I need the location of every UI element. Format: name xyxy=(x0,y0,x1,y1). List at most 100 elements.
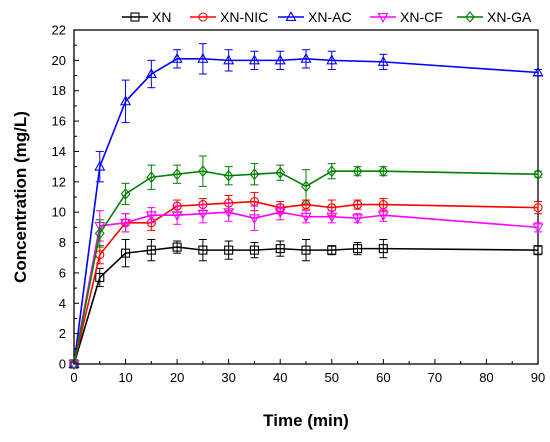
data-point-xn xyxy=(378,244,388,254)
data-point-xn-ga xyxy=(120,188,131,200)
x-tick-label: 80 xyxy=(479,370,493,385)
series-line-xn xyxy=(73,246,539,365)
x-tick-label: 0 xyxy=(70,370,77,385)
y-tick-label: 8 xyxy=(59,235,66,250)
data-point-xn-cf xyxy=(145,211,157,222)
data-point-xn-ac xyxy=(532,66,544,77)
legend-label: XN-CF xyxy=(400,9,443,25)
data-point-xn xyxy=(353,244,363,254)
data-point-xn-ga xyxy=(69,358,79,370)
data-point-xn xyxy=(249,245,259,255)
data-point-xn-ac xyxy=(68,358,80,368)
data-point-xn-ac xyxy=(223,54,235,65)
legend: XN XN-NIC XN-AC XN-CF XN-GA xyxy=(122,9,532,25)
x-tick-label: 70 xyxy=(428,370,442,385)
data-point-xn xyxy=(146,245,156,255)
series-group xyxy=(68,43,544,370)
x-tick-label: 60 xyxy=(376,370,390,385)
legend-item-xn: XN xyxy=(122,9,171,25)
legend-item-xn-cf: XN-CF xyxy=(370,9,443,25)
x-tick-label: 90 xyxy=(531,370,545,385)
data-point-xn xyxy=(172,242,182,252)
data-point-xn xyxy=(121,248,131,258)
y-tick-label: 12 xyxy=(52,174,66,189)
x-axis-title: Time (min) xyxy=(263,411,349,430)
y-tick-label: 0 xyxy=(59,357,66,372)
data-point-xn-nic xyxy=(353,200,363,210)
x-tick-label: 20 xyxy=(170,370,184,385)
data-point-xn-ac xyxy=(197,52,209,63)
data-point-xn-ga xyxy=(326,165,337,178)
data-point-xn-ga xyxy=(533,168,543,181)
data-point-xn-ga xyxy=(301,180,311,193)
data-point-xn-ga xyxy=(146,171,157,184)
x-tick-label: 40 xyxy=(273,370,287,385)
series-xn-ga xyxy=(69,155,543,370)
data-point-xn-ac xyxy=(326,54,338,65)
data-point-xn-cf xyxy=(300,212,312,223)
legend-label: XN-NIC xyxy=(220,9,268,25)
data-point-xn-cf xyxy=(223,208,235,219)
x-tick-label: 50 xyxy=(325,370,339,385)
data-point-xn-ac xyxy=(171,52,183,63)
legend-marker xyxy=(377,13,389,23)
data-point-xn-ga xyxy=(94,227,105,240)
data-point-xn-ac xyxy=(94,160,106,171)
data-point-xn-ac xyxy=(145,68,157,78)
data-point-xn-ga xyxy=(223,169,234,182)
y-axis-title: Concentration (mg/L) xyxy=(11,111,30,283)
x-tick-label: 10 xyxy=(118,370,132,385)
y-tick-label: 6 xyxy=(59,265,66,280)
legend-label: XN xyxy=(152,9,171,25)
series-xn xyxy=(69,239,543,369)
legend-label: XN-GA xyxy=(487,9,532,25)
data-point-xn-nic xyxy=(378,200,388,210)
data-point-xn-ac xyxy=(120,95,132,106)
series-xn-ac xyxy=(68,43,544,368)
data-point-xn-cf xyxy=(120,218,132,229)
axis-ticks: 0 10 20 30 40 50 60 70 80 90 0 2 4 6 8 10 12 14 16 18 20 22 xyxy=(52,23,546,386)
y-tick-label: 20 xyxy=(52,53,66,68)
legend-item-xn-ac: XN-AC xyxy=(278,9,352,25)
data-point-xn xyxy=(533,245,543,255)
y-tick-label: 2 xyxy=(59,326,66,341)
data-point-xn-cf xyxy=(532,223,544,234)
data-point-xn-cf xyxy=(197,209,209,220)
data-point-xn xyxy=(301,245,311,255)
data-point-xn-ac xyxy=(248,54,260,65)
legend-marker xyxy=(130,12,140,22)
data-point-xn-cf xyxy=(377,211,389,222)
legend-item-xn-ga: XN-GA xyxy=(457,9,532,25)
legend-label: XN-AC xyxy=(308,9,352,25)
data-point-xn xyxy=(327,245,337,255)
data-point-xn-cf xyxy=(274,208,286,219)
data-point-xn xyxy=(275,244,285,254)
data-point-xn-ga xyxy=(172,168,183,181)
data-point-xn-cf xyxy=(171,211,183,222)
data-point-xn-cf xyxy=(352,214,364,225)
y-tick-label: 18 xyxy=(52,83,66,98)
x-tick-label: 30 xyxy=(221,370,235,385)
data-point-xn-cf xyxy=(248,214,260,225)
legend-marker xyxy=(285,11,297,21)
y-tick-label: 10 xyxy=(52,205,66,220)
legend-marker xyxy=(465,11,475,23)
data-point-xn xyxy=(198,245,208,255)
data-point-xn-ga xyxy=(249,168,260,181)
data-point-xn xyxy=(224,245,234,255)
data-point-xn-ac xyxy=(300,52,312,63)
legend-item-xn-nic: XN-NIC xyxy=(190,9,268,25)
data-point-xn-ga xyxy=(352,165,363,178)
data-point-xn-ga xyxy=(378,165,389,178)
data-point-xn-ac xyxy=(274,54,286,65)
y-tick-label: 16 xyxy=(52,114,66,129)
data-point-xn-cf xyxy=(326,212,338,223)
data-point-xn-ga xyxy=(275,166,286,179)
y-tick-label: 14 xyxy=(52,144,66,159)
data-point-xn-nic xyxy=(249,197,259,207)
legend-marker xyxy=(198,12,208,22)
data-point-xn xyxy=(95,272,105,283)
series-line-xn-cf xyxy=(73,211,539,365)
